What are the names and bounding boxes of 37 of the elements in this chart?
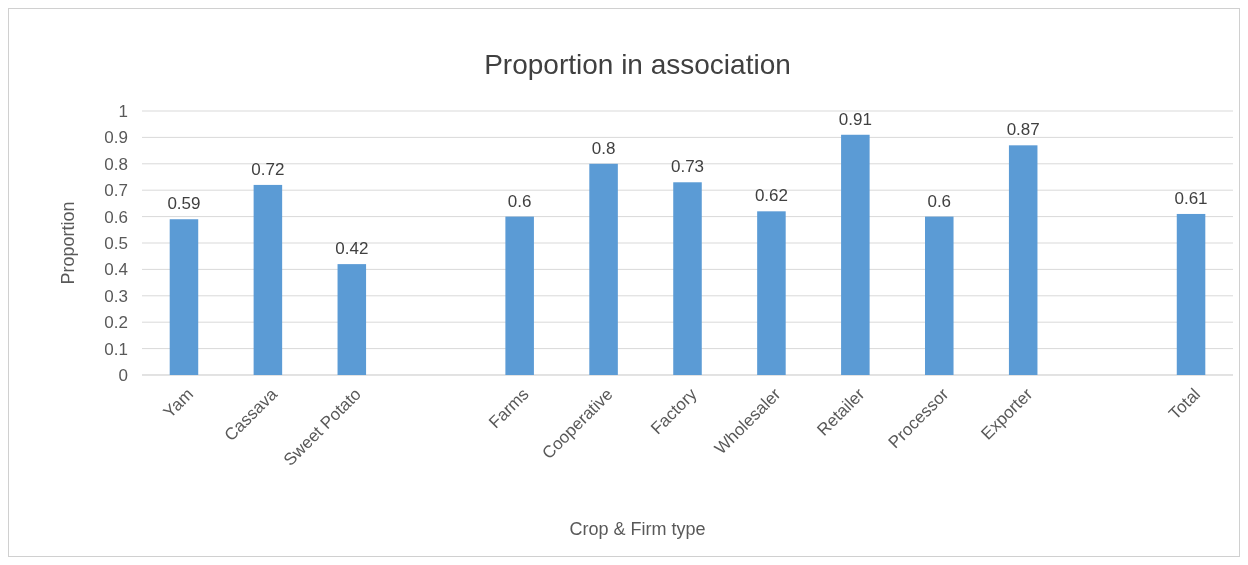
y-tick-label: 0 <box>118 365 128 385</box>
data-label: 0.6 <box>927 191 952 211</box>
bar <box>673 182 702 375</box>
bar <box>1008 145 1038 375</box>
data-label: 0.61 <box>1174 188 1208 208</box>
chart-title: Proportion in association <box>484 49 791 80</box>
bar <box>841 134 870 375</box>
bar <box>253 184 283 375</box>
y-tick-label: 0.9 <box>104 128 128 148</box>
y-tick-label: 0.5 <box>104 233 128 253</box>
y-tick-label: 0.6 <box>104 207 128 227</box>
y-axis-title: Proportion <box>58 201 78 285</box>
data-label: 0.72 <box>251 159 285 179</box>
bar <box>589 163 618 375</box>
y-tick-label: 0.2 <box>104 313 128 333</box>
y-tick-label: 0.3 <box>104 286 128 306</box>
data-label: 0.91 <box>838 109 872 129</box>
y-tick-label: 0.7 <box>104 181 128 201</box>
bar <box>169 219 199 375</box>
y-tick-label: 0.4 <box>104 260 128 280</box>
data-label: 0.8 <box>591 138 616 158</box>
bar <box>925 216 954 375</box>
bar <box>1176 213 1206 375</box>
x-axis-title: Crop & Firm type <box>569 519 706 539</box>
y-tick-label: 0.1 <box>104 339 128 359</box>
data-label: 0.73 <box>670 157 705 177</box>
data-label: 0.59 <box>167 194 201 214</box>
x-tick-label: Yam <box>159 384 197 422</box>
data-label: 0.6 <box>507 191 532 211</box>
bar <box>337 264 367 375</box>
y-tick-label: 0.8 <box>104 154 128 174</box>
data-label: 0.87 <box>1006 120 1040 140</box>
bar <box>757 211 786 375</box>
data-label: 0.62 <box>754 186 788 206</box>
data-label: 0.42 <box>335 239 369 259</box>
y-tick-label: 1 <box>118 101 128 121</box>
bar <box>505 216 534 375</box>
